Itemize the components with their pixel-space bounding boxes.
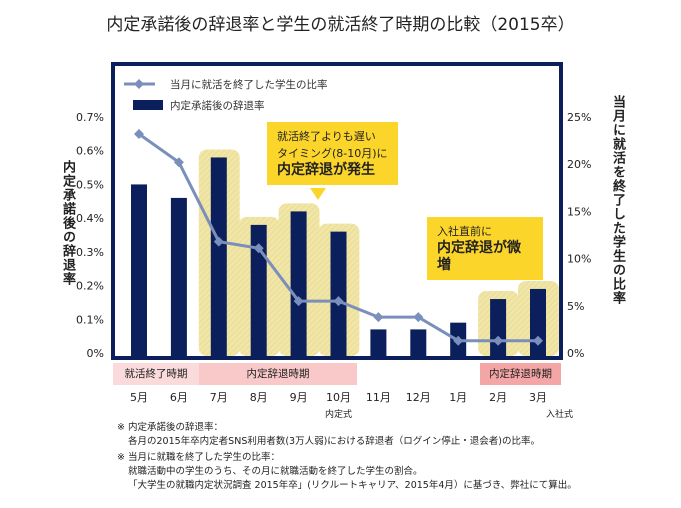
left-tick-label: 0.4% (76, 212, 104, 225)
left-tick-label: 0.6% (76, 145, 104, 158)
note-text: 「大学生の就職内定状況調査 2015年卒」(リクルートキャリア、2015年4月）… (128, 480, 577, 491)
note-text: 各月の2015年卒内定者SNS利用者数(3万人弱)における辞退者（ログイン停止・… (128, 436, 541, 447)
line-point-8月 (253, 243, 264, 254)
month-label: 7月 (209, 391, 228, 404)
left-tick-label: 0.3% (76, 246, 104, 259)
note-finish-rate: ※ 当月に就職を終了した学生の比率： 就職活動中の学生のうち、その月に就職活動を… (117, 451, 577, 493)
page-title: 内定承諾後の辞退率と学生の就活終了時期の比較（2015卒） (106, 15, 575, 35)
left-tick-label: 0.5% (76, 178, 104, 191)
callout-bold-text: 内定辞退が発生 (277, 162, 375, 178)
bar-9月 (290, 211, 307, 356)
callout-text: タイミング(8-10月)に (277, 147, 388, 160)
period-decline-2: 内定辞退時期 (480, 363, 561, 385)
month-label: 11月 (365, 391, 391, 404)
left-tick-label: 0.2% (76, 280, 104, 293)
month-label: 12月 (405, 391, 431, 404)
callout-late-declines: 就活終了よりも遅い タイミング(8-10月)に 内定辞退が発生 (267, 122, 398, 185)
line-point-1月 (453, 335, 464, 346)
event-nyushashiki: 入社式 (546, 410, 574, 420)
month-label: 5月 (130, 391, 148, 404)
note-heading: ※ 内定承諾後の辞退率： (117, 422, 223, 433)
bar-10月 (330, 231, 347, 356)
period-decline-1: 内定辞退時期 (199, 363, 357, 385)
line-point-7月 (213, 236, 224, 247)
bar-3月 (530, 288, 546, 356)
note-decline-rate: ※ 内定承諾後の辞退率： 各月の2015年卒内定者SNS利用者数(3万人弱)にお… (117, 421, 540, 449)
month-label: 2月 (489, 391, 508, 404)
event-naiteishiki: 内定式 (325, 410, 353, 420)
right-tick-label: 10% (567, 253, 591, 266)
left-tick-label: 0% (87, 347, 104, 360)
callout-bold-text: 内定辞退が微増 (437, 240, 521, 273)
month-label: 1月 (449, 391, 468, 404)
legend-bar-swatch (133, 100, 163, 110)
period-job-hunt-end: 就活終了時期 (113, 363, 199, 385)
line-point-3月 (533, 335, 543, 346)
callout-text: 就活終了よりも遅い (277, 130, 376, 143)
month-label: 3月 (529, 391, 547, 404)
right-axis-label: 当月に就活を終了した学生の比率 (610, 95, 625, 305)
bar-2月 (490, 299, 507, 356)
line-point-9月 (293, 296, 304, 307)
callout-pre-joining: 入社直前に 内定辞退が微増 (427, 217, 543, 280)
month-label: 10月 (326, 391, 351, 404)
legend-diamond-marker (134, 79, 144, 89)
bar-5月 (131, 184, 147, 356)
month-label: 8月 (249, 391, 268, 404)
callout-pointer (310, 188, 326, 200)
bar-8月 (250, 224, 267, 356)
right-tick-label: 20% (567, 158, 591, 171)
legend-line-label: 当月に就活を終了した学生の比率 (170, 78, 328, 91)
note-text: 就職活動中の学生のうち、その月に就職活動を終了した学生の割合。 (128, 466, 423, 477)
right-tick-label: 0% (567, 347, 584, 360)
line-point-5月 (134, 128, 144, 139)
right-tick-label: 25% (567, 111, 591, 124)
right-tick-label: 5% (567, 300, 584, 313)
bar-6月 (170, 197, 187, 356)
left-tick-label: 0.1% (76, 313, 104, 326)
bar-11月 (370, 329, 387, 356)
bar-7月 (210, 157, 227, 356)
legend-bar-label: 内定承諾後の辞退率 (170, 99, 265, 112)
line-point-2月 (493, 335, 504, 346)
month-label: 9月 (289, 391, 308, 404)
callout-text: 入社直前に (437, 225, 492, 238)
left-axis-label: 内定承諾後の辞退率 (60, 160, 75, 286)
note-heading: ※ 当月に就職を終了した学生の比率： (117, 452, 280, 463)
line-point-11月 (373, 312, 384, 323)
left-tick-label: 0.7% (76, 111, 104, 124)
bar-12月 (410, 329, 427, 356)
line-point-12月 (413, 312, 424, 323)
plot-frame (111, 62, 563, 360)
month-label: 6月 (169, 391, 188, 404)
right-tick-label: 15% (567, 205, 591, 218)
line-point-6月 (173, 157, 184, 168)
line-point-10月 (333, 296, 344, 307)
